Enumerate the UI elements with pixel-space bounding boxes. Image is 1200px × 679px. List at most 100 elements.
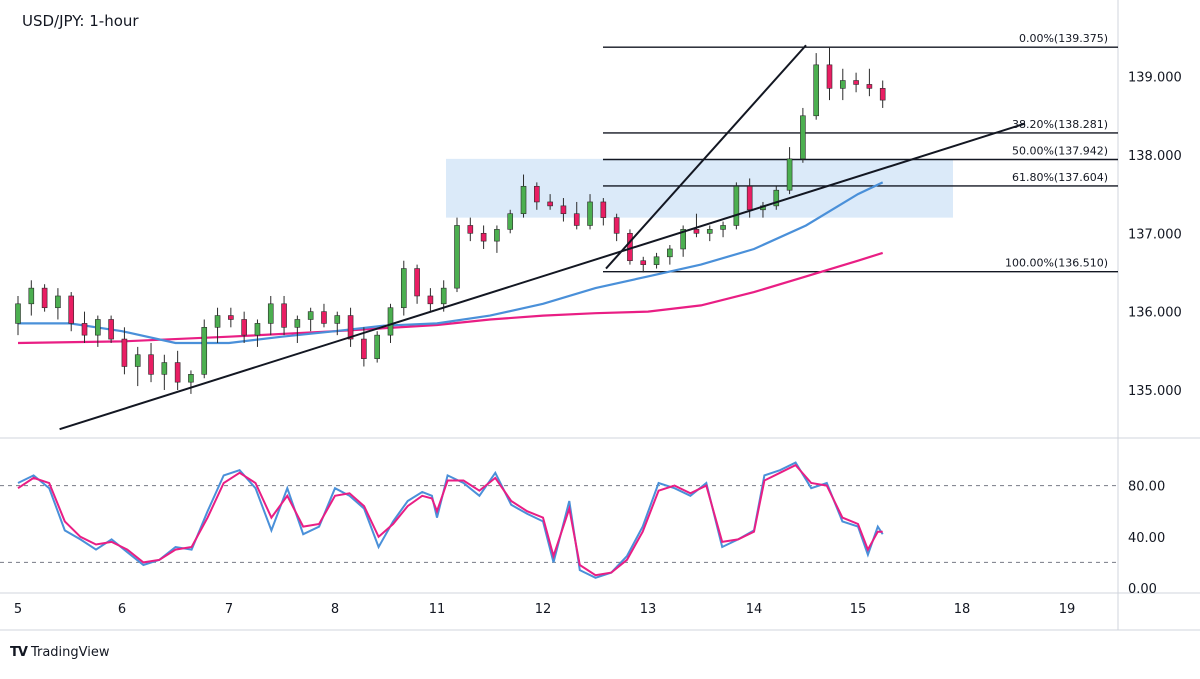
fast-ma-line [18,181,884,345]
candle-body [334,315,341,324]
candle-body [800,115,806,160]
candle-body [746,185,753,211]
candle-body [55,295,61,309]
price-tick-label: 138.000 [1128,149,1182,164]
candle-body [547,201,553,207]
candle-body [587,201,593,226]
candle-body [560,205,567,215]
stoch-tick-label: 40.00 [1128,531,1165,546]
candle-body [653,256,660,265]
date-tick-label: 8 [331,602,339,617]
candle-body [281,303,287,328]
candle-body [161,362,168,375]
candle-body [121,338,128,367]
date-tick-label: 14 [746,602,763,617]
candle-body [640,260,647,265]
candle-body [201,327,208,375]
candle-body [733,185,740,226]
candle-body [427,295,434,305]
candle-body [693,229,700,234]
date-tick-label: 5 [14,602,22,617]
candle-body [520,185,527,215]
candle-body [480,232,487,242]
candle-body [68,295,75,324]
candle-body [81,323,88,336]
candle-body [813,64,819,117]
candle-body [680,229,686,250]
candle-body [467,225,474,234]
candle-body [148,354,154,375]
candle-body [188,374,194,383]
trendline [605,44,807,270]
candle-body [613,217,620,234]
candle-body [720,225,726,230]
fib-level-label: 38.20%(138.281) [1012,118,1108,131]
candle-body [667,248,673,258]
tradingview-logo-icon: TV [10,645,28,660]
candle-body [627,232,633,262]
candle-body [494,229,500,242]
candle-body [214,315,221,328]
price-tick-label: 135.000 [1128,384,1182,399]
stoch-d-line [17,463,883,577]
candle-body [95,319,101,336]
candle-body [267,303,274,324]
stoch-tick-label: 0.00 [1128,582,1157,597]
price-tick-label: 139.000 [1128,71,1182,86]
date-tick-label: 7 [225,602,233,617]
candle-body [773,189,780,207]
candle-body [839,80,846,89]
candle-body [573,213,580,226]
candle-body [507,213,514,230]
candle-body [15,303,21,324]
candle-body [400,268,407,309]
candle-body [600,201,607,218]
brand: TV TradingView [10,645,109,660]
candle-body [28,287,35,305]
candle-body [786,158,793,191]
candle-body [241,319,247,336]
brand-name: TradingView [30,645,110,660]
candle-body [307,311,314,320]
candle-body [387,307,394,336]
candle-body [254,323,261,336]
candle-body [228,315,234,320]
candle-body [294,319,301,328]
date-tick-label: 13 [640,602,657,617]
candle-body [534,185,540,203]
price-tick-label: 136.000 [1128,306,1182,321]
candle-body [374,334,380,359]
fib-level-label: 50.00%(137.942) [1012,144,1108,157]
price-tick-label: 137.000 [1128,227,1182,242]
slow-ma-line [17,251,884,345]
fib-level-label: 100.00%(136.510) [1005,257,1108,270]
candle-body [347,315,354,340]
candle-body [41,287,48,309]
fib-level-label: 0.00%(139.375) [1019,32,1108,45]
date-tick-label: 12 [535,602,552,617]
date-tick-label: 6 [118,602,126,617]
candle-body [879,88,886,101]
date-tick-label: 15 [850,602,867,617]
candle-body [853,80,859,85]
stoch-tick-label: 80.00 [1128,480,1165,495]
candle-body [414,268,420,297]
date-tick-label: 18 [954,602,971,617]
date-tick-label: 11 [429,602,446,617]
candle-body [174,362,181,383]
candle-body [454,225,460,289]
candle-body [134,354,141,367]
candle-body [866,84,873,89]
candle-body [440,287,447,305]
candle-body [826,64,833,89]
fib-level-label: 61.80%(137.604) [1012,171,1108,184]
candle-body [361,338,367,359]
chart-title: USD/JPY: 1-hour [22,12,139,30]
date-tick-label: 19 [1059,602,1076,617]
trendline [59,122,1026,431]
candle-body [321,311,327,324]
candle-body [706,229,713,234]
candle-body [108,319,114,340]
